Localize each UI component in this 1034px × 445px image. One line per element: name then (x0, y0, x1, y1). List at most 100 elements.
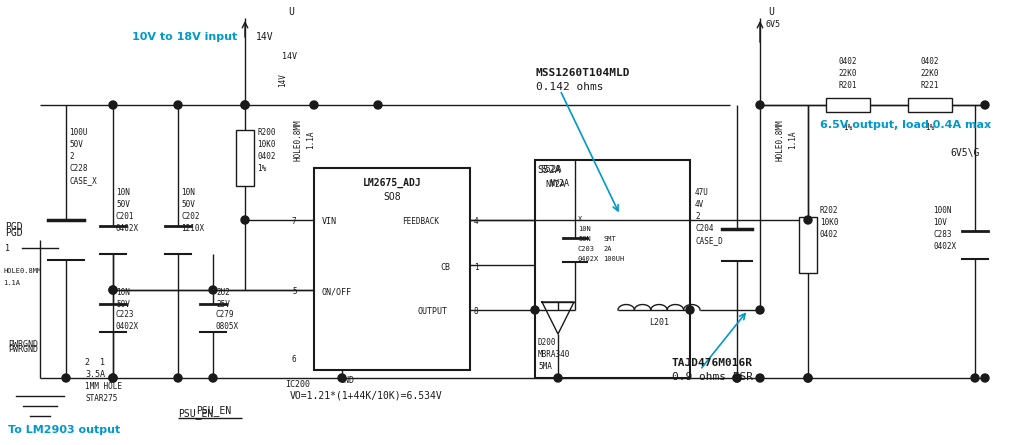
Text: NY2A: NY2A (549, 179, 569, 188)
Text: X: X (578, 216, 582, 222)
Text: 50V: 50V (116, 300, 130, 309)
Circle shape (686, 306, 694, 314)
Circle shape (756, 374, 764, 382)
Text: 10K0: 10K0 (820, 218, 839, 227)
Text: 0402: 0402 (839, 57, 857, 66)
Text: 50N: 50N (578, 236, 590, 242)
Circle shape (981, 374, 989, 382)
Bar (908, 98, 952, 112)
Circle shape (733, 374, 741, 382)
Text: U: U (288, 7, 294, 17)
Text: 100N: 100N (933, 206, 951, 215)
Text: 0402: 0402 (920, 57, 939, 66)
Text: HOLE0.8MM: HOLE0.8MM (776, 119, 785, 161)
Text: C279: C279 (216, 310, 235, 319)
Text: 10V: 10V (933, 218, 947, 227)
Text: 14V: 14V (256, 32, 274, 42)
Text: CASE_X: CASE_X (69, 176, 97, 185)
Text: 25V: 25V (216, 300, 230, 309)
Text: PSU_EN: PSU_EN (178, 408, 213, 419)
Text: 1%: 1% (844, 123, 853, 132)
Text: 0.142 ohms: 0.142 ohms (536, 82, 604, 92)
Text: OUTPUT: OUTPUT (418, 307, 448, 316)
Circle shape (109, 286, 117, 294)
Text: PGD: PGD (5, 222, 23, 232)
Text: VIN: VIN (322, 218, 337, 227)
Text: 0402: 0402 (257, 152, 275, 161)
Text: C223: C223 (116, 310, 134, 319)
Text: L201: L201 (649, 318, 669, 327)
Text: NY2A: NY2A (545, 180, 565, 189)
Text: 6: 6 (292, 356, 297, 364)
Circle shape (310, 101, 318, 109)
Text: 22K0: 22K0 (839, 69, 857, 78)
Text: 1210X: 1210X (181, 224, 204, 233)
Text: 1.1A: 1.1A (306, 131, 315, 149)
Text: 2: 2 (695, 212, 700, 221)
Circle shape (804, 374, 812, 382)
Text: 100UH: 100UH (603, 256, 625, 262)
Text: 2  1: 2 1 (85, 358, 105, 367)
Text: C283: C283 (933, 230, 951, 239)
Text: FEEDBACK: FEEDBACK (402, 218, 439, 227)
Circle shape (756, 101, 764, 109)
Circle shape (109, 374, 117, 382)
Text: 14V: 14V (282, 52, 297, 61)
Text: D200: D200 (538, 338, 556, 347)
Text: 1%: 1% (925, 123, 935, 132)
Text: 0402X: 0402X (578, 256, 600, 262)
Text: 0402X: 0402X (116, 322, 140, 331)
Text: 10K0: 10K0 (257, 140, 275, 149)
Circle shape (174, 374, 182, 382)
Text: 1: 1 (474, 263, 479, 271)
Text: 0402X: 0402X (116, 224, 140, 233)
Circle shape (109, 286, 117, 294)
Text: 47U: 47U (695, 188, 709, 197)
Text: STAR275: STAR275 (85, 394, 118, 403)
Text: R202: R202 (820, 206, 839, 215)
Text: C204: C204 (695, 224, 713, 233)
Text: MBRA340: MBRA340 (538, 350, 571, 359)
Text: 10V to 18V input: 10V to 18V input (132, 32, 237, 42)
Circle shape (241, 101, 249, 109)
Text: C228: C228 (69, 164, 88, 173)
Text: S52A: S52A (540, 165, 561, 174)
Text: 2A: 2A (603, 246, 611, 252)
Text: 1.1A: 1.1A (789, 131, 797, 149)
Text: PGD: PGD (5, 228, 23, 238)
Text: 14V: 14V (278, 73, 287, 87)
Text: LM2675_ADJ: LM2675_ADJ (363, 178, 422, 188)
Circle shape (174, 101, 182, 109)
Text: 50V: 50V (181, 200, 194, 209)
Text: C201: C201 (116, 212, 134, 221)
Circle shape (109, 101, 117, 109)
Text: 10N: 10N (116, 188, 130, 197)
Text: 6V5: 6V5 (765, 20, 780, 29)
Text: 0.9 ohms ESR: 0.9 ohms ESR (672, 372, 753, 382)
Text: S52A: S52A (537, 165, 560, 175)
Bar (799, 217, 817, 273)
Text: 1MM HOLE: 1MM HOLE (85, 382, 122, 391)
Circle shape (971, 374, 979, 382)
Text: 3.5A: 3.5A (85, 370, 105, 379)
Text: 7: 7 (292, 218, 297, 227)
Circle shape (374, 101, 382, 109)
Text: C202: C202 (181, 212, 200, 221)
Text: 1.1A: 1.1A (3, 280, 20, 286)
Circle shape (981, 101, 989, 109)
Text: TAJD476M016R: TAJD476M016R (672, 358, 753, 368)
Text: SO8: SO8 (384, 192, 401, 202)
Text: 6V5\G: 6V5\G (950, 148, 979, 158)
Text: 1: 1 (5, 244, 10, 253)
Text: 50V: 50V (69, 140, 83, 149)
Text: C203: C203 (578, 246, 595, 252)
Bar (236, 130, 254, 186)
Text: 1%: 1% (257, 164, 266, 173)
Text: 8: 8 (474, 307, 479, 316)
Bar (314, 168, 470, 370)
Circle shape (241, 101, 249, 109)
Text: VO=1.21*(1+44K/10K)=6.534V: VO=1.21*(1+44K/10K)=6.534V (290, 390, 443, 400)
Circle shape (756, 306, 764, 314)
Circle shape (209, 374, 217, 382)
Text: ON/OFF: ON/OFF (322, 287, 352, 296)
